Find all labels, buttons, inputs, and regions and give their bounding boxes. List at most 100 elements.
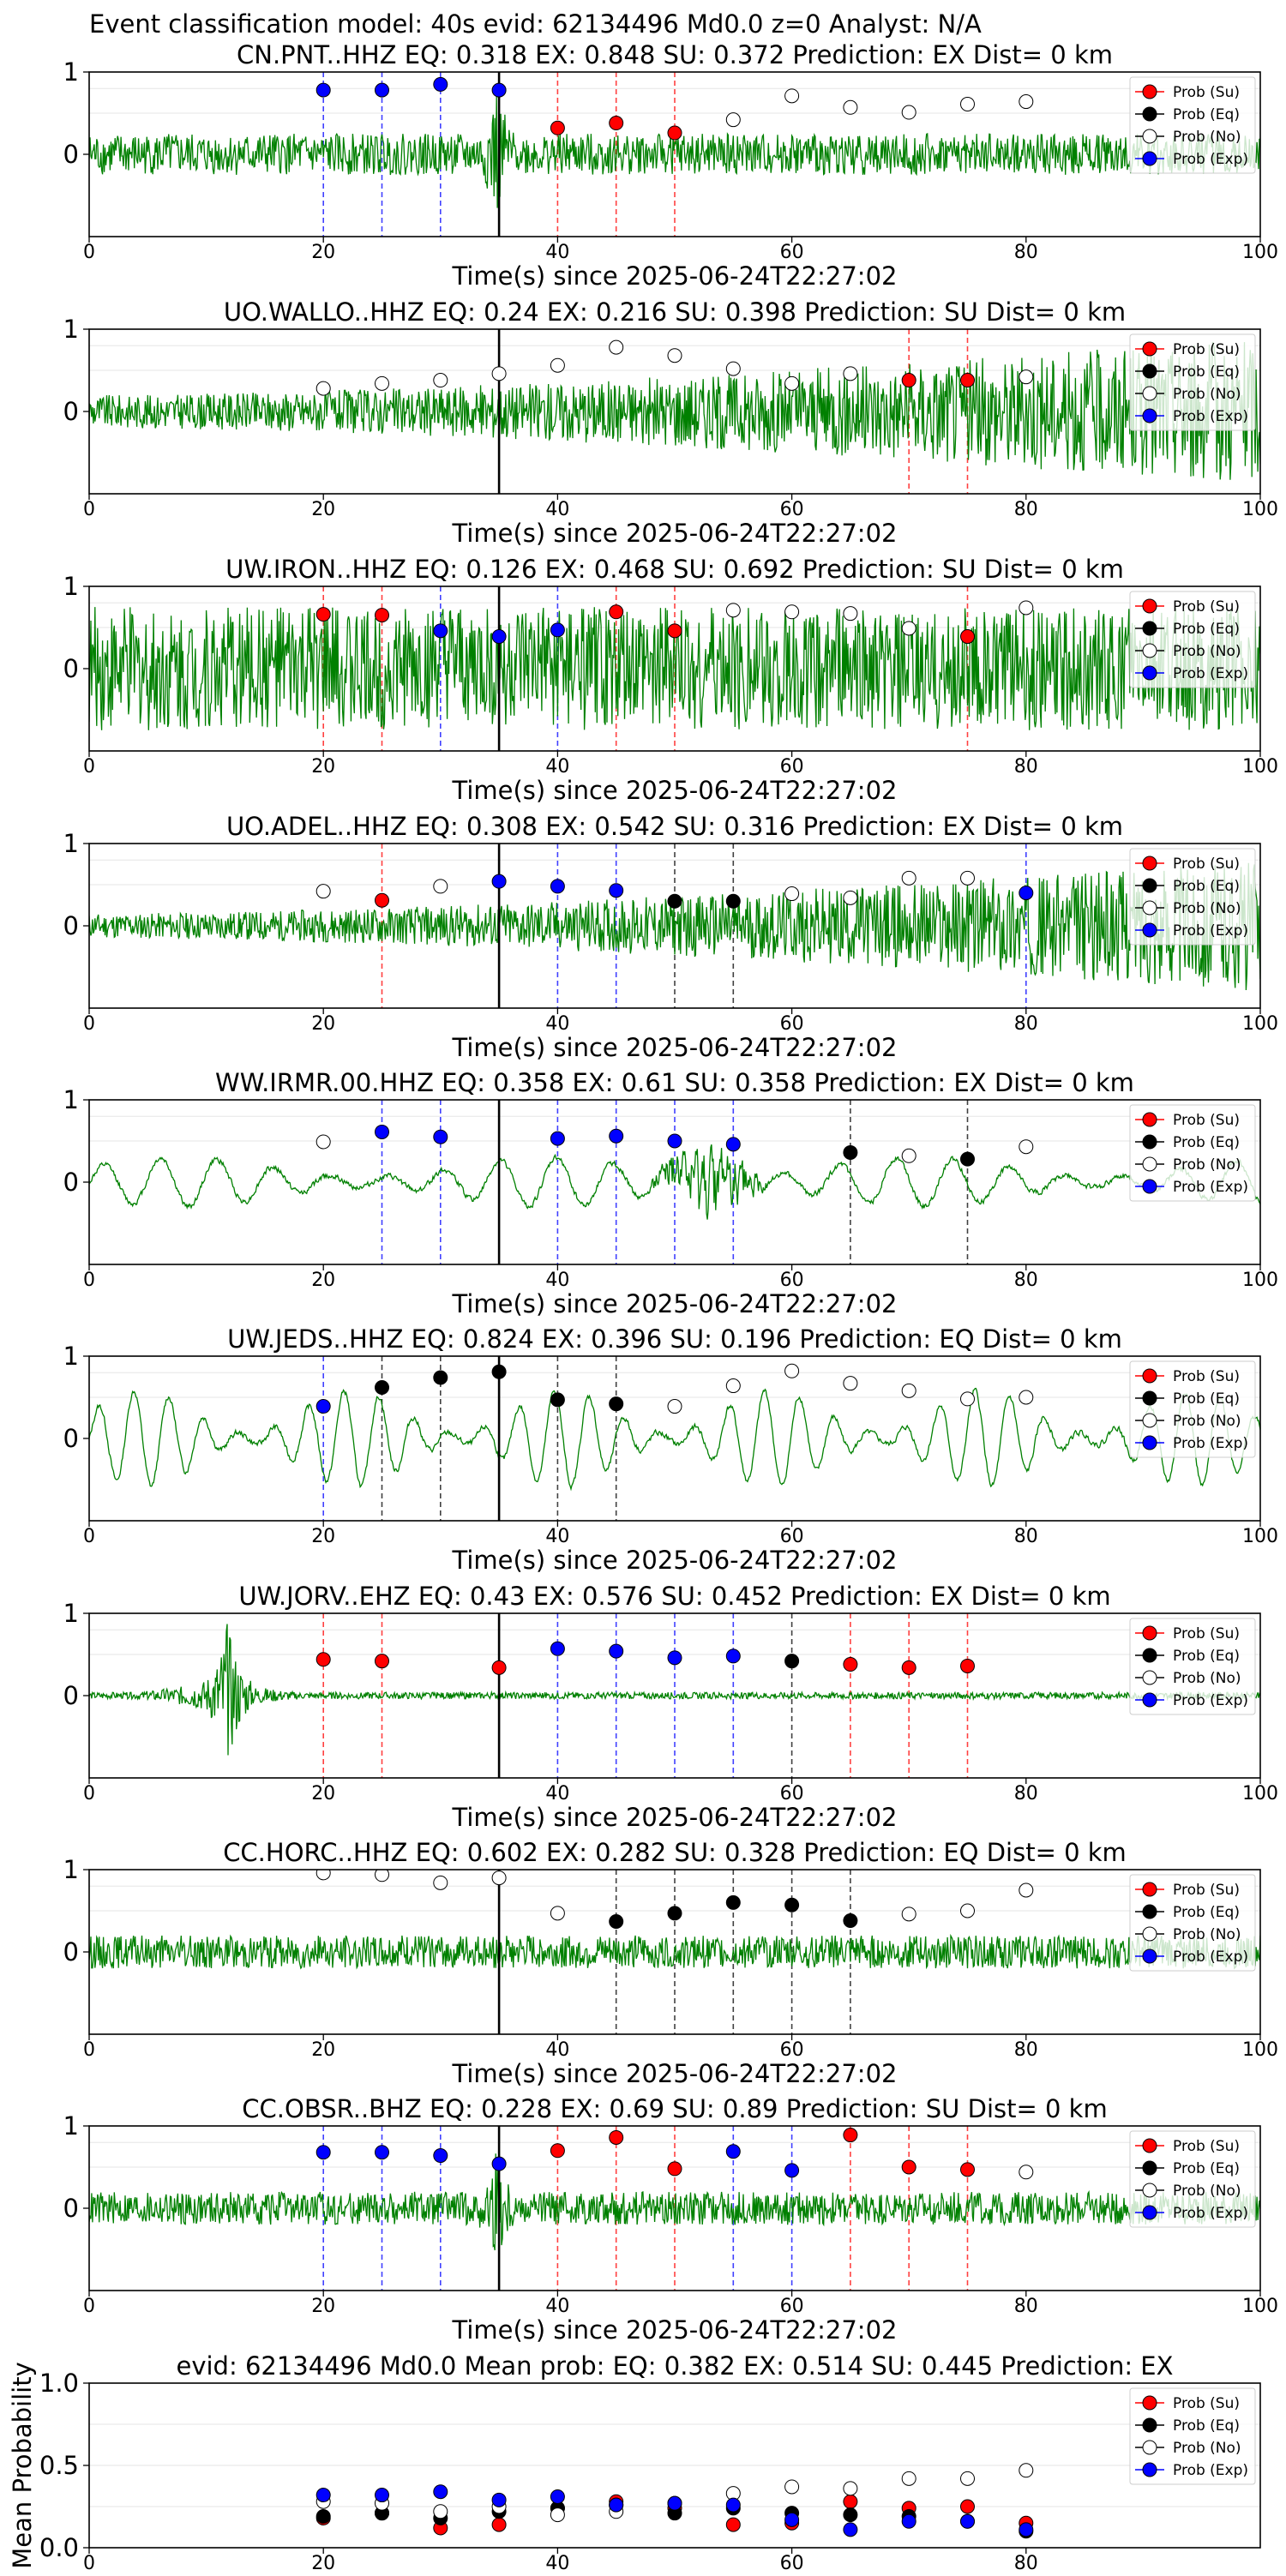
waveform-trace (89, 1387, 1260, 1492)
x-axis-label: Time(s) since 2025-06-24T22:27:02 (452, 1289, 898, 1318)
x-tick-label: 80 (1014, 2296, 1038, 2317)
legend-label-no: Prob (No) (1173, 1156, 1241, 1174)
x-tick-label: 20 (311, 242, 335, 263)
legend-label-exp: Prob (Exp) (1173, 1179, 1248, 1196)
legend-label-eq: Prob (Eq) (1173, 106, 1240, 123)
prob-point-exp (315, 2145, 331, 2160)
x-tick-label: 80 (1014, 1526, 1038, 1547)
x-tick-label: 100 (1242, 1526, 1278, 1547)
legend-label-su: Prob (Su) (1173, 856, 1240, 873)
prob-point-eq (843, 1913, 858, 1929)
prob-point-exp (725, 2144, 741, 2159)
x-axis-label: Time(s) since 2025-06-24T22:27:02 (452, 2315, 898, 2345)
x-tick-label: 40 (545, 242, 569, 263)
legend: Prob (Su) Prob (Eq) Prob (No) Prob (Exp) (1129, 2130, 1256, 2228)
x-axis-label: Time(s) since 2025-06-24T22:27:02 (452, 1033, 898, 1062)
x-tick-label: 80 (1014, 2553, 1038, 2572)
prob-point-exp (550, 622, 565, 638)
prob-point-no (843, 606, 858, 621)
prob-point-no (433, 1875, 448, 1890)
prob-point-no (725, 112, 741, 128)
prob-point-su (550, 120, 565, 135)
prob-point-no (1019, 1390, 1034, 1405)
prob-point-su (960, 2162, 975, 2177)
legend: Prob (Su) Prob (Eq) Prob (No) Prob (Exp) (1129, 1104, 1256, 1202)
legend-marker-su (1142, 84, 1157, 99)
prob-point-exp (433, 623, 448, 639)
mean-prob-point-no (960, 2471, 975, 2486)
prob-point-no (315, 1134, 331, 1150)
legend-marker-su (1142, 1368, 1157, 1384)
prob-point-su (491, 1660, 507, 1675)
mean-prob-point-no (1019, 2463, 1034, 2478)
prob-point-su (609, 116, 624, 131)
panel-9: CC.OBSR..BHZ EQ: 0.228 EX: 0.69 SU: 0.89… (63, 2094, 1278, 2345)
prob-point-no (901, 621, 916, 636)
x-tick-label: 20 (311, 2553, 335, 2572)
legend-label-exp: Prob (Exp) (1173, 408, 1248, 425)
mean-prob-point-exp (667, 2495, 682, 2511)
legend-marker-exp (1142, 1435, 1157, 1450)
prob-point-su (550, 2143, 565, 2159)
prob-point-su (901, 2159, 916, 2175)
y-tick-label: 1 (63, 1855, 79, 1884)
prob-point-no (901, 1906, 916, 1922)
mean-prob-point-exp (725, 2497, 741, 2513)
legend-label-eq: Prob (Eq) (1173, 363, 1240, 381)
legend-label-no: Prob (No) (1173, 1670, 1241, 1687)
legend-box (1129, 1104, 1256, 1202)
legend: Prob (Su) Prob (Eq) Prob (No) Prob (Exp) (1129, 1360, 1256, 1458)
legend-marker-exp (1142, 408, 1157, 423)
mean-prob-point-su (491, 2517, 507, 2532)
legend-marker-eq (1142, 1390, 1157, 1406)
mean-prob-point-exp (960, 2513, 975, 2529)
x-tick-label: 60 (780, 2039, 804, 2061)
x-axis-label: Time(s) since 2025-06-24T22:27:02 (452, 519, 898, 548)
legend-label-su: Prob (Su) (1173, 2395, 1240, 2412)
panel-title: CC.HORC..HHZ EQ: 0.602 EX: 0.282 SU: 0.3… (223, 1838, 1127, 1867)
legend-box (1129, 1618, 1256, 1715)
prob-point-no (315, 884, 331, 899)
prob-point-no (784, 886, 800, 902)
y-tick-label: 0 (63, 1424, 79, 1453)
legend-marker-exp (1142, 151, 1157, 166)
panel-title: WW.IRMR.00.HHZ EQ: 0.358 EX: 0.61 SU: 0.… (215, 1068, 1134, 1097)
x-tick-label: 60 (780, 1526, 804, 1547)
waveform-trace (89, 95, 1260, 208)
y-axis-label: Mean Probability (8, 2362, 37, 2569)
x-tick-label: 20 (311, 756, 335, 778)
x-tick-label: 100 (1242, 242, 1278, 263)
mean-prob-point-exp (433, 2484, 448, 2500)
mean-prob-point-no (433, 2504, 448, 2519)
prob-point-exp (315, 1399, 331, 1414)
prob-point-no (843, 99, 858, 115)
y-tick-label: 0.0 (39, 2533, 79, 2562)
legend-marker-no (1142, 1926, 1157, 1942)
prob-point-eq (667, 1906, 682, 1921)
plot-area (89, 1100, 1260, 1264)
prob-point-no (1019, 2165, 1034, 2180)
prob-point-eq (491, 1364, 507, 1379)
waveform-trace (89, 2153, 1260, 2251)
prob-point-exp (609, 1128, 624, 1144)
prob-point-exp (491, 874, 507, 889)
legend: Prob (Su) Prob (Eq) Prob (No) Prob (Exp) (1129, 1874, 1256, 1972)
prob-point-no (725, 361, 741, 376)
legend-marker-eq (1142, 1648, 1157, 1663)
prob-point-su (960, 373, 975, 388)
prob-point-exp (491, 629, 507, 645)
legend-marker-eq (1142, 2417, 1157, 2433)
x-tick-label: 40 (545, 1783, 569, 1804)
prob-point-eq (375, 1379, 389, 1395)
legend-box (1129, 591, 1256, 688)
legend-label-su: Prob (Su) (1173, 1368, 1240, 1385)
panel-4: UO.ADEL..HHZ EQ: 0.308 EX: 0.542 SU: 0.3… (63, 812, 1278, 1062)
x-tick-label: 0 (83, 1270, 95, 1291)
legend-marker-su (1142, 2395, 1157, 2411)
legend-label-su: Prob (Su) (1173, 1882, 1240, 1899)
mean-prob-point-su (960, 2499, 975, 2514)
waveform-trace (89, 1933, 1260, 1970)
prob-point-exp (491, 2156, 507, 2171)
legend-label-no: Prob (No) (1173, 643, 1241, 660)
legend-marker-su (1142, 341, 1157, 357)
